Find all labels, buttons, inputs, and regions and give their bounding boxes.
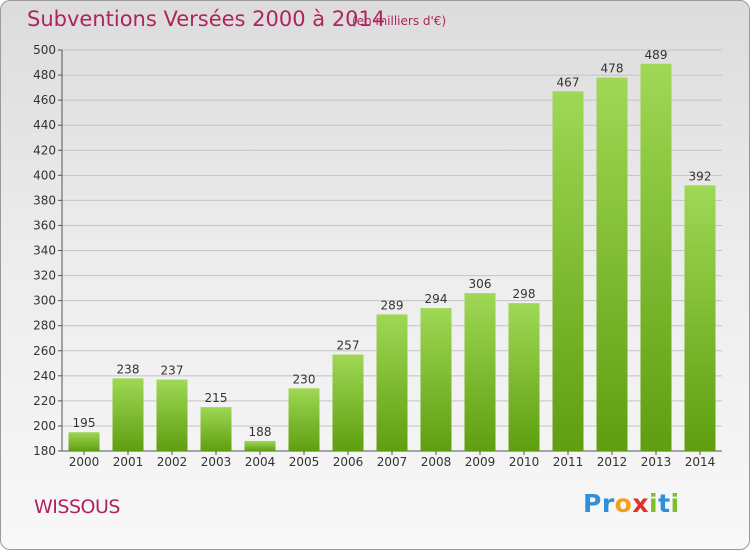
- data-label-2004: 188: [249, 425, 272, 439]
- data-label-2005: 230: [293, 372, 316, 386]
- chart-title: Subventions Versées 2000 à 2014: [27, 7, 386, 31]
- y-tick-label: 340: [33, 244, 56, 258]
- bar-2013: [640, 63, 672, 452]
- y-tick-label: 400: [33, 168, 56, 182]
- y-tick-label: 300: [33, 294, 56, 308]
- bar-2014: [684, 185, 716, 451]
- bar-2006: [332, 354, 364, 451]
- data-label-2000: 195: [73, 416, 96, 430]
- x-tick-label: 2012: [597, 455, 628, 469]
- bar-2000: [68, 432, 100, 451]
- y-tick-label: 220: [33, 394, 56, 408]
- x-tick-label: 2004: [245, 455, 276, 469]
- bar-2007: [376, 314, 408, 451]
- data-label-2006: 257: [337, 339, 360, 353]
- x-tick-label: 2010: [509, 455, 540, 469]
- logo-letter: t: [658, 489, 671, 518]
- bar-2004: [244, 440, 276, 451]
- bars: [68, 63, 716, 452]
- bar-2011: [552, 91, 584, 452]
- y-tick-label: 260: [33, 344, 56, 358]
- logo-letter: i: [670, 489, 680, 518]
- x-tick-label: 2001: [113, 455, 144, 469]
- x-tick-label: 2005: [289, 455, 320, 469]
- y-tick-label: 460: [33, 93, 56, 107]
- y-tick-label: 240: [33, 369, 56, 383]
- y-tick-label: 320: [33, 269, 56, 283]
- x-tick-label: 2008: [421, 455, 452, 469]
- x-tick-label: 2003: [201, 455, 232, 469]
- x-tick-label: 2009: [465, 455, 496, 469]
- y-tick-label: 420: [33, 143, 56, 157]
- bar-2010: [508, 303, 540, 451]
- y-tick-label: 380: [33, 193, 56, 207]
- bar-2005: [288, 388, 320, 451]
- x-tick-label: 2002: [157, 455, 188, 469]
- data-label-2013: 489: [645, 48, 668, 62]
- y-tick-label: 200: [33, 419, 56, 433]
- y-tick-label: 360: [33, 218, 56, 232]
- y-tick-label: 500: [33, 43, 56, 57]
- data-label-2003: 215: [205, 391, 228, 405]
- chart-subtitle: (en milliers d'€): [352, 14, 447, 28]
- data-label-2011: 467: [557, 75, 580, 89]
- logo-letter: r: [601, 489, 615, 518]
- logo-letter: x: [632, 489, 649, 518]
- logo-letter: i: [649, 489, 659, 518]
- commune-name: WISSOUS: [34, 496, 120, 518]
- x-tick-label: 2014: [685, 455, 716, 469]
- data-label-2001: 238: [117, 362, 140, 376]
- logo-letter: P: [583, 489, 602, 518]
- proxiti-logo: Proxiti: [583, 489, 680, 518]
- x-tick-label: 2000: [69, 455, 100, 469]
- x-tick-label: 2006: [333, 455, 364, 469]
- y-tick-label: 440: [33, 118, 56, 132]
- data-labels: 195 238 237 215 188 230 257 289 294 306 298 467 478 4…: [73, 48, 712, 439]
- bar-2009: [464, 293, 496, 451]
- data-label-2007: 289: [381, 298, 404, 312]
- y-tick-label: 280: [33, 319, 56, 333]
- bar-2001: [112, 378, 144, 451]
- bar-2012: [596, 77, 628, 451]
- logo-letter: o: [614, 489, 633, 518]
- axes: 180 200 220 240 260 280 300 320 340 360 380 400 420 4…: [33, 43, 722, 469]
- bar-2008: [420, 308, 452, 451]
- y-tick-label: 480: [33, 68, 56, 82]
- data-label-2012: 478: [601, 62, 624, 76]
- data-label-2014: 392: [689, 169, 712, 183]
- x-tick-label: 2007: [377, 455, 408, 469]
- y-tick-label: 180: [33, 444, 56, 458]
- data-label-2010: 298: [513, 287, 536, 301]
- data-label-2009: 306: [469, 277, 492, 291]
- x-tick-label: 2013: [641, 455, 672, 469]
- data-label-2002: 237: [161, 364, 184, 378]
- data-label-2008: 294: [425, 292, 448, 306]
- bar-2003: [200, 407, 232, 451]
- bar-2002: [156, 379, 188, 451]
- x-tick-label: 2011: [553, 455, 584, 469]
